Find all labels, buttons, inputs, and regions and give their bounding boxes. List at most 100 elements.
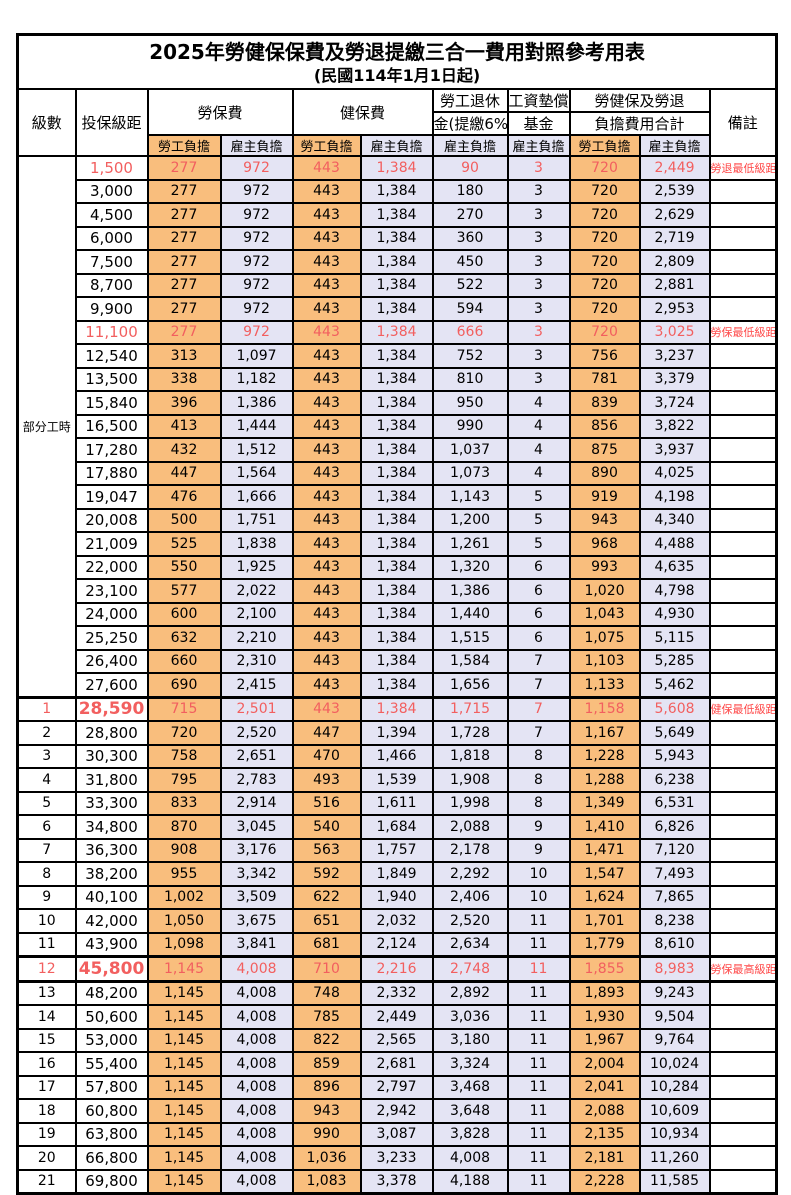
table-row: 13 48,200 1,145 4,008 748 2,332 2,892 11 1,893 9,… bbox=[16, 980, 778, 1006]
bracket-cell: 7,500 bbox=[74, 249, 149, 275]
pension-employer-cell: 666 bbox=[431, 319, 509, 345]
total-employer-cell: 2,449 bbox=[638, 155, 711, 181]
labor-insurance-employee-cell: 908 bbox=[146, 837, 222, 863]
labor-insurance-employer-cell: 4,008 bbox=[219, 955, 294, 983]
pension-employer-cell: 990 bbox=[431, 413, 509, 439]
total-employee-cell: 1,167 bbox=[568, 720, 641, 746]
remark-cell bbox=[708, 1098, 778, 1124]
total-employer-cell: 10,934 bbox=[638, 1121, 711, 1147]
labor-insurance-employee-cell: 500 bbox=[146, 507, 222, 533]
bracket-cell: 4,500 bbox=[74, 202, 149, 228]
health-insurance-employee-cell: 859 bbox=[291, 1051, 362, 1077]
table-row: 16 55,400 1,145 4,008 859 2,681 3,324 11 2,004 10… bbox=[16, 1051, 778, 1077]
labor-insurance-employer-cell: 4,008 bbox=[219, 980, 294, 1006]
labor-insurance-employer-cell: 1,182 bbox=[219, 366, 294, 392]
level-cell: 6 bbox=[16, 814, 77, 840]
health-insurance-employee-cell: 443 bbox=[291, 437, 362, 463]
remark-cell bbox=[708, 366, 778, 392]
remark-cell bbox=[708, 507, 778, 533]
labor-insurance-employer-cell: 2,651 bbox=[219, 743, 294, 769]
health-insurance-employee-cell: 622 bbox=[291, 884, 362, 910]
health-insurance-employer-cell: 1,384 bbox=[359, 695, 434, 722]
total-employee-cell: 720 bbox=[568, 319, 641, 345]
bracket-cell: 38,200 bbox=[74, 861, 149, 887]
total-employee-cell: 890 bbox=[568, 460, 641, 486]
wage-fund-employer-cell: 11 bbox=[506, 1098, 571, 1124]
column-header-fund-line1: 工資墊償 bbox=[506, 88, 571, 113]
wage-fund-employer-cell: 7 bbox=[506, 648, 571, 674]
health-insurance-employee-cell: 443 bbox=[291, 672, 362, 698]
total-employee-cell: 1,349 bbox=[568, 790, 641, 816]
labor-insurance-employer-cell: 1,386 bbox=[219, 390, 294, 416]
pension-employer-cell: 3,648 bbox=[431, 1098, 509, 1124]
health-insurance-employer-cell: 2,124 bbox=[359, 931, 434, 958]
labor-insurance-employee-cell: 1,145 bbox=[146, 1098, 222, 1124]
health-insurance-employee-cell: 443 bbox=[291, 343, 362, 369]
labor-insurance-employer-cell: 972 bbox=[219, 296, 294, 322]
pension-employer-cell: 2,088 bbox=[431, 814, 509, 840]
table-row: 8 38,200 955 3,342 592 1,849 2,292 10 1,547 7,493 bbox=[16, 861, 778, 887]
health-insurance-employee-cell: 443 bbox=[291, 648, 362, 674]
health-insurance-employer-cell: 1,394 bbox=[359, 720, 434, 746]
labor-insurance-employer-cell: 2,783 bbox=[219, 767, 294, 793]
labor-insurance-employer-cell: 972 bbox=[219, 155, 294, 181]
total-employer-cell: 2,953 bbox=[638, 296, 711, 322]
pension-employer-cell: 1,998 bbox=[431, 790, 509, 816]
total-employer-cell: 6,531 bbox=[638, 790, 711, 816]
table-row: 27,600 690 2,415 443 1,384 1,656 7 1,133 5,462 bbox=[18, 672, 778, 698]
table-row: 8,700 277 972 443 1,384 522 3 720 2,881 bbox=[18, 272, 778, 298]
labor-insurance-employer-cell: 4,008 bbox=[219, 1004, 294, 1030]
subheader-health-employer: 雇主負擔 bbox=[359, 134, 434, 157]
wage-fund-employer-cell: 4 bbox=[506, 460, 571, 486]
total-employee-cell: 720 bbox=[568, 178, 641, 204]
labor-insurance-employer-cell: 1,925 bbox=[219, 554, 294, 580]
labor-insurance-employee-cell: 1,145 bbox=[146, 955, 222, 983]
total-employee-cell: 1,103 bbox=[568, 648, 641, 674]
health-insurance-employer-cell: 1,384 bbox=[359, 460, 434, 486]
health-insurance-employee-cell: 443 bbox=[291, 155, 362, 181]
total-employee-cell: 1,075 bbox=[568, 625, 641, 651]
total-employer-cell: 2,719 bbox=[638, 225, 711, 251]
pension-employer-cell: 1,440 bbox=[431, 601, 509, 627]
total-employer-cell: 9,764 bbox=[638, 1027, 711, 1053]
bracket-cell: 55,400 bbox=[74, 1051, 149, 1077]
total-employee-cell: 1,288 bbox=[568, 767, 641, 793]
bracket-cell: 13,500 bbox=[74, 366, 149, 392]
bracket-cell: 45,800 bbox=[74, 955, 149, 983]
total-employee-cell: 2,228 bbox=[568, 1168, 641, 1195]
total-employee-cell: 2,088 bbox=[568, 1098, 641, 1124]
bracket-cell: 43,900 bbox=[74, 931, 149, 958]
remark-cell bbox=[708, 1074, 778, 1100]
column-header-bracket: 投保級距 bbox=[74, 88, 149, 157]
labor-insurance-employee-cell: 577 bbox=[146, 578, 222, 604]
labor-insurance-employer-cell: 2,022 bbox=[219, 578, 294, 604]
wage-fund-employer-cell: 7 bbox=[506, 672, 571, 698]
bracket-cell: 17,880 bbox=[74, 460, 149, 486]
labor-insurance-employer-cell: 4,008 bbox=[219, 1145, 294, 1171]
remark-cell bbox=[708, 1168, 778, 1195]
bracket-cell: 36,300 bbox=[74, 837, 149, 863]
remark-cell bbox=[708, 767, 778, 793]
level-cell: 11 bbox=[16, 931, 77, 958]
wage-fund-employer-cell: 3 bbox=[506, 272, 571, 298]
total-employer-cell: 7,120 bbox=[638, 837, 711, 863]
total-employee-cell: 720 bbox=[568, 249, 641, 275]
total-employee-cell: 1,471 bbox=[568, 837, 641, 863]
pension-employer-cell: 1,515 bbox=[431, 625, 509, 651]
labor-insurance-employer-cell: 2,415 bbox=[219, 672, 294, 698]
labor-insurance-employee-cell: 955 bbox=[146, 861, 222, 887]
labor-insurance-employer-cell: 3,509 bbox=[219, 884, 294, 910]
total-employer-cell: 2,539 bbox=[638, 178, 711, 204]
labor-insurance-employer-cell: 972 bbox=[219, 178, 294, 204]
remark-cell bbox=[708, 743, 778, 769]
table-row: 24,000 600 2,100 443 1,384 1,440 6 1,043 4,930 bbox=[18, 601, 778, 627]
labor-insurance-employer-cell: 2,501 bbox=[219, 695, 294, 722]
pension-employer-cell: 2,520 bbox=[431, 908, 509, 934]
health-insurance-employer-cell: 2,942 bbox=[359, 1098, 434, 1124]
column-header-total-line1: 勞健保及勞退 bbox=[568, 88, 711, 113]
table-body: 部分工時 1,500 277 972 443 1,384 90 3 720 2,449 勞退最低級距… bbox=[16, 155, 778, 1195]
remark-cell bbox=[708, 861, 778, 887]
pension-employer-cell: 1,386 bbox=[431, 578, 509, 604]
remark-cell bbox=[708, 554, 778, 580]
